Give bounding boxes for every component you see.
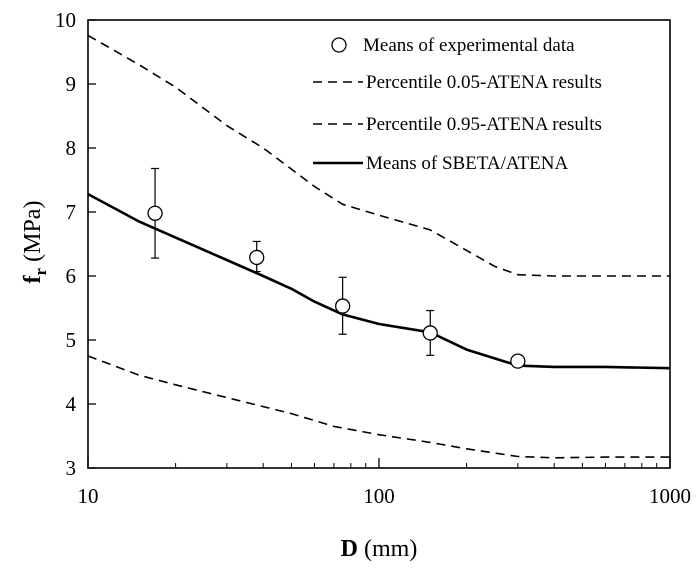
legend-marker-experimental bbox=[331, 37, 347, 53]
experimental-point bbox=[334, 298, 351, 314]
y-axis-title-main: f bbox=[20, 274, 46, 283]
experimental-point bbox=[422, 325, 438, 341]
y-axis: 3 4 5 6 7 8 9 10 bbox=[55, 8, 96, 480]
series-line-2 bbox=[87, 34, 670, 277]
x-axis: 10 100 1000 bbox=[78, 458, 691, 508]
legend-label-mean: Means of SBETA/ATENA bbox=[366, 153, 568, 174]
experimental-point bbox=[510, 353, 526, 369]
y-tick-label: 7 bbox=[66, 200, 77, 224]
legend-label-p95: Percentile 0.95-ATENA results bbox=[366, 114, 602, 135]
legend-label-p05: Percentile 0.05-ATENA results bbox=[366, 72, 602, 93]
x-axis-title: D (mm) bbox=[341, 536, 418, 562]
legend: Means of experimental data Percentile 0.… bbox=[313, 35, 602, 174]
y-axis-title: fr (MPa) bbox=[20, 201, 50, 284]
x-tick-label: 10 bbox=[78, 484, 99, 508]
y-tick-label: 4 bbox=[66, 392, 77, 416]
y-tick-label: 9 bbox=[66, 72, 77, 96]
x-tick-label: 100 bbox=[363, 484, 395, 508]
x-tick-label: 1000 bbox=[649, 484, 691, 508]
x-axis-title-main: D bbox=[341, 536, 358, 562]
y-tick-label: 3 bbox=[66, 456, 77, 480]
y-tick-label: 8 bbox=[66, 136, 77, 160]
y-axis-title-sub: r bbox=[31, 267, 50, 275]
x-axis-title-unit: (mm) bbox=[358, 536, 417, 562]
experimental-point bbox=[147, 205, 163, 221]
y-axis-title-unit: (MPa) bbox=[20, 201, 46, 268]
experimental-markers bbox=[147, 205, 526, 369]
legend-label-experimental: Means of experimental data bbox=[363, 35, 575, 56]
y-tick-label: 5 bbox=[66, 328, 77, 352]
series-line-1 bbox=[87, 355, 670, 459]
y-tick-label: 10 bbox=[55, 8, 76, 32]
y-tick-label: 6 bbox=[66, 264, 77, 288]
experimental-point bbox=[249, 249, 265, 266]
